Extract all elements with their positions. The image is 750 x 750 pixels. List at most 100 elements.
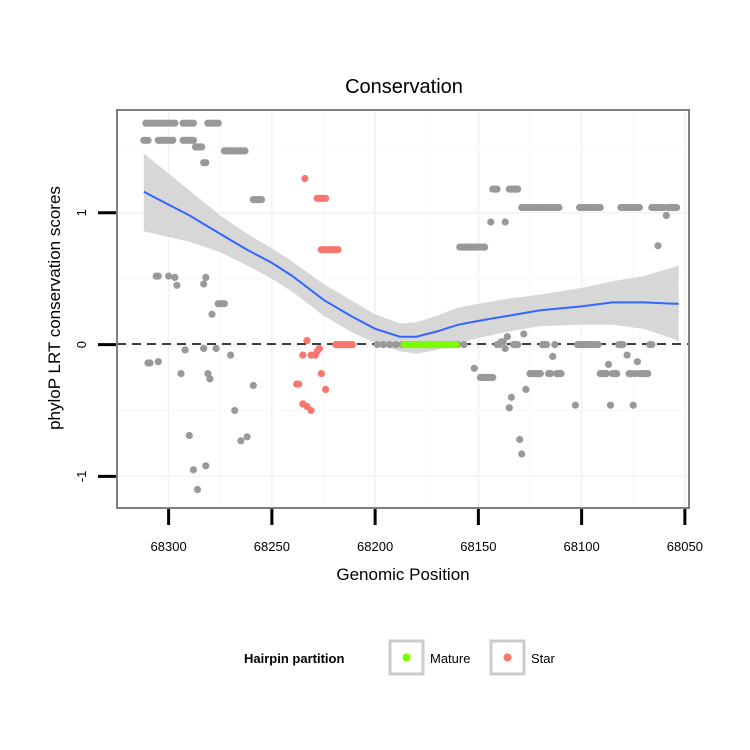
point-other — [241, 147, 249, 155]
point-other — [231, 406, 239, 415]
y-tick-label: 0 — [74, 341, 89, 348]
point-other — [212, 344, 220, 353]
point-other — [169, 136, 177, 144]
point-other — [206, 375, 214, 383]
point-other — [392, 341, 400, 349]
point-other — [501, 218, 509, 226]
point-other — [493, 185, 501, 193]
point-other — [673, 203, 681, 212]
point-other — [171, 119, 179, 127]
point-other — [165, 272, 173, 280]
y-tick-label: -1 — [74, 471, 89, 483]
point-other — [202, 273, 210, 281]
point-star — [322, 385, 330, 393]
point-star — [317, 370, 325, 378]
point-other — [171, 273, 179, 281]
data-points — [140, 119, 681, 494]
point-mature — [452, 341, 460, 349]
point-other — [551, 341, 559, 349]
point-star — [299, 351, 307, 359]
point-other — [507, 393, 515, 401]
point-other — [648, 341, 656, 349]
point-other — [644, 370, 652, 378]
point-other — [547, 370, 555, 378]
point-other — [189, 136, 197, 144]
loess-line — [143, 190, 679, 338]
point-other — [460, 341, 468, 349]
point-other — [189, 119, 197, 127]
point-other — [198, 143, 206, 151]
point-other — [518, 450, 526, 458]
series-mature — [400, 341, 460, 349]
y-axis-title: phyloP LRT conservation scores — [45, 186, 64, 430]
point-other — [499, 338, 507, 346]
series-other — [140, 119, 681, 494]
point-star — [315, 344, 323, 353]
x-axis-title: Genomic Position — [336, 565, 469, 584]
x-tick-label: 68250 — [254, 539, 290, 554]
point-other — [386, 341, 394, 349]
y-axis: 1 0 -1 — [74, 209, 116, 482]
point-other — [202, 462, 210, 470]
point-star — [301, 174, 309, 183]
point-other — [623, 351, 631, 359]
x-tick-label: 68200 — [357, 539, 393, 554]
point-other — [154, 358, 162, 366]
point-star — [295, 380, 303, 388]
legend: Hairpin partition Mature Star — [244, 639, 556, 676]
point-other — [193, 485, 202, 494]
point-other — [379, 341, 387, 349]
point-other — [489, 373, 497, 382]
point-other — [557, 370, 565, 378]
point-star — [303, 337, 311, 345]
x-tick-label: 68300 — [151, 539, 187, 554]
legend-title: Hairpin partition — [244, 651, 344, 666]
point-other — [202, 159, 210, 167]
confidence-band-area — [143, 153, 679, 354]
point-other — [613, 370, 621, 378]
point-other — [214, 119, 222, 127]
point-other — [257, 196, 266, 204]
point-star — [348, 341, 356, 349]
series-star — [293, 174, 356, 415]
point-other — [594, 341, 602, 349]
point-other — [237, 437, 245, 445]
point-other — [619, 341, 627, 349]
point-other — [481, 243, 489, 251]
point-other — [144, 136, 152, 144]
point-other — [154, 272, 162, 280]
point-other — [516, 435, 524, 444]
point-other — [662, 211, 670, 219]
point-other — [200, 344, 208, 353]
point-star — [322, 194, 330, 202]
point-other — [189, 466, 197, 474]
point-other — [501, 344, 509, 353]
point-other — [635, 203, 644, 212]
plot-border — [116, 109, 690, 509]
x-tick-label: 68150 — [460, 539, 496, 554]
point-other — [536, 370, 544, 378]
point-other — [514, 341, 522, 349]
legend-key-mature — [402, 653, 411, 662]
chart-title: Conservation — [345, 76, 463, 98]
point-other — [520, 330, 528, 338]
point-other — [633, 358, 642, 366]
point-other — [522, 385, 530, 393]
point-other — [571, 401, 580, 409]
legend-label-mature: Mature — [430, 651, 470, 666]
point-other — [629, 401, 637, 409]
confidence-band — [143, 153, 679, 354]
smooth-line — [143, 190, 679, 338]
point-other — [505, 404, 513, 412]
point-other — [227, 351, 235, 359]
legend-label-star: Star — [531, 651, 556, 666]
legend-key-star — [503, 653, 512, 662]
point-other — [173, 281, 181, 289]
point-other — [185, 431, 193, 440]
point-other — [243, 433, 251, 441]
point-other — [487, 218, 495, 226]
point-other — [200, 280, 208, 288]
y-tick-label: 1 — [74, 209, 89, 216]
x-tick-label: 68050 — [667, 539, 703, 554]
point-other — [596, 203, 604, 212]
